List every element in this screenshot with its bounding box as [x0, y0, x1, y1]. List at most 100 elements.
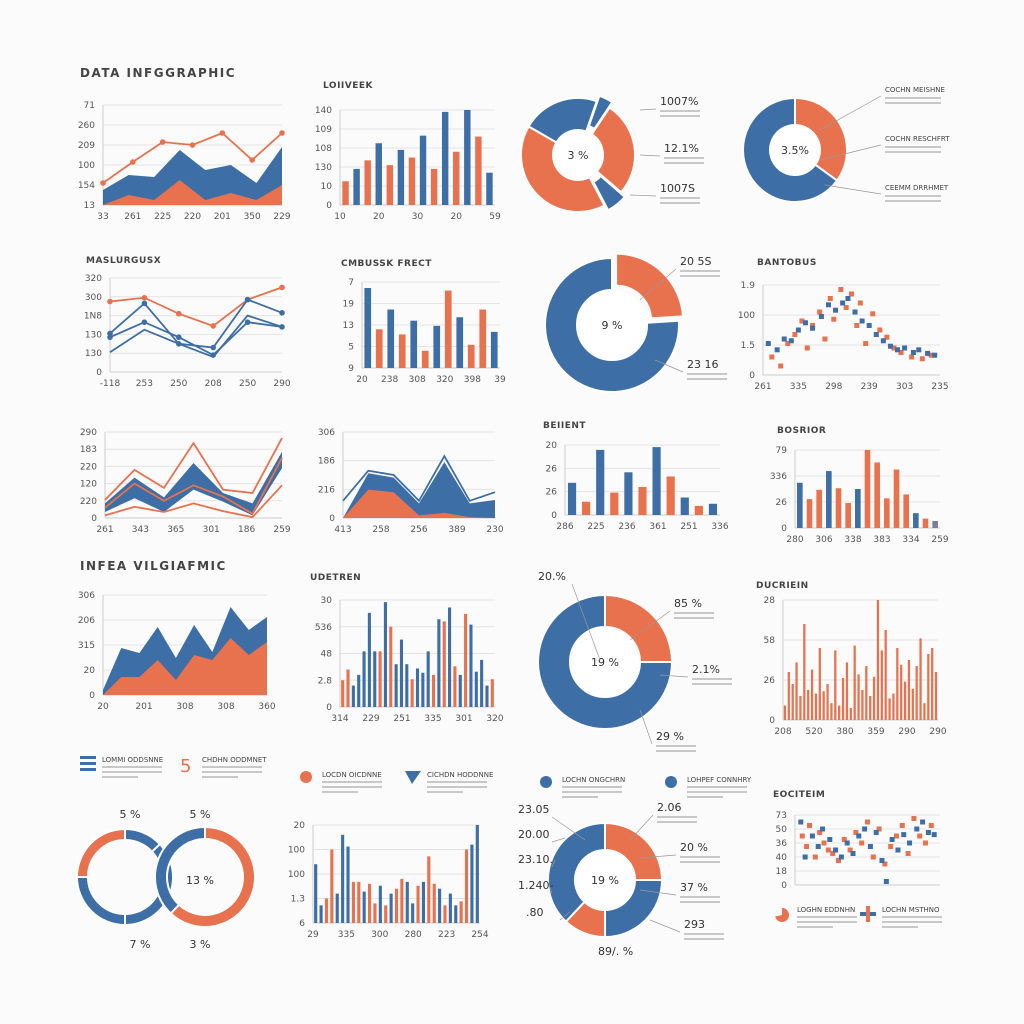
x-tick-label: 225: [154, 212, 171, 222]
scatter-point: [862, 826, 868, 832]
bar: [834, 650, 837, 720]
y-tick-label: 220: [80, 497, 97, 507]
y-tick-label: 120: [80, 480, 97, 490]
ring-label: 5 %: [190, 808, 211, 821]
leader-line: [559, 911, 571, 921]
legend-description-line: [427, 791, 463, 793]
legend-label: LOCHN MSTHNO: [882, 906, 940, 914]
legend-description-line: [562, 786, 622, 788]
scatter-point: [815, 844, 821, 849]
bar: [490, 679, 494, 707]
y-tick-label: 13: [343, 321, 354, 331]
x-tick-label: 250: [239, 379, 256, 389]
legend-label: LOGHN EDDNHN: [797, 906, 855, 914]
line-series: [109, 314, 283, 359]
bar: [442, 621, 446, 707]
scatter-point: [916, 347, 922, 353]
bar: [362, 891, 366, 923]
bar: [456, 317, 464, 368]
scatter-point: [799, 318, 805, 324]
chart-18-bar: 20 100 100 1.3 629 335 300 280 223 254 LOCDN OICDN…: [288, 771, 493, 940]
scatter-point: [870, 854, 876, 860]
y-tick-label: 306: [78, 591, 95, 601]
chart-title: DUCRIEIN: [756, 581, 809, 591]
scatter-point: [844, 840, 850, 846]
donut-label: 23.10.: [518, 853, 553, 866]
line-series: [109, 286, 283, 327]
y-tick-label: 220: [80, 462, 97, 472]
x-tick-label: 336: [711, 522, 728, 532]
x-tick-label: 303: [896, 382, 913, 392]
leader-line: [549, 887, 553, 894]
x-tick-label: 253: [136, 379, 153, 389]
bar: [351, 881, 355, 923]
label-description-line: [687, 378, 727, 380]
bar: [464, 613, 468, 707]
legend-description-line: [687, 791, 747, 793]
y-tick-label: 320: [85, 274, 102, 284]
scatter-point: [802, 320, 808, 326]
area-series: [103, 147, 282, 205]
donut-hole: [577, 290, 647, 360]
x-tick-label: 359: [867, 727, 884, 737]
pie-icon: [775, 908, 790, 923]
scatter-point: [859, 318, 865, 324]
donut-label: 1.240-: [518, 879, 553, 892]
bar: [346, 669, 350, 707]
y-tick-label: 79: [776, 446, 788, 456]
x-tick-label: 520: [805, 727, 822, 737]
x-tick-label: 20: [97, 702, 109, 712]
donut-center-label: 19 %: [591, 874, 619, 887]
bar: [378, 651, 382, 707]
scatter-point: [857, 300, 863, 306]
bar: [353, 168, 360, 205]
scatter-point: [845, 296, 851, 301]
scatter-point: [907, 840, 913, 846]
scatter-point: [810, 323, 816, 328]
bar: [357, 674, 361, 707]
bar: [486, 172, 493, 205]
bar: [652, 447, 661, 515]
label-description-line: [680, 270, 720, 272]
x-tick-label: 280: [405, 930, 422, 940]
x-tick-label: 239: [861, 382, 878, 392]
bar: [389, 626, 393, 707]
scatter-point: [809, 833, 815, 839]
y-tick-label: 58: [764, 636, 776, 646]
scatter-point: [923, 840, 928, 846]
scatter-point: [882, 861, 888, 867]
bar: [582, 501, 591, 515]
bar: [830, 703, 833, 720]
bar: [346, 846, 350, 923]
bar: [624, 472, 633, 515]
bar: [453, 151, 460, 205]
scatter-point: [859, 840, 865, 846]
leader-line: [629, 814, 654, 841]
x-tick-label: 261: [124, 212, 141, 222]
legend-description-line: [322, 786, 382, 788]
scatter-point: [841, 837, 847, 842]
bar: [869, 696, 872, 720]
y-tick-label: 536: [315, 623, 332, 633]
bar: [373, 903, 377, 923]
bar: [410, 320, 418, 368]
line-marker: [244, 296, 251, 303]
y-tick-label: 71: [84, 101, 95, 111]
legend-description-line: [687, 786, 747, 788]
x-tick-label: 308: [409, 375, 426, 385]
bar: [853, 645, 856, 720]
scatter-point: [895, 347, 901, 353]
donut-label: 85 %: [674, 597, 702, 610]
label-description-line: [657, 816, 697, 818]
bar: [845, 662, 849, 720]
scatter-point: [902, 345, 908, 351]
line-series: [109, 321, 283, 357]
line-marker: [279, 309, 285, 316]
y-tick-label: 306: [318, 428, 335, 438]
line-marker: [219, 130, 226, 136]
circle-icon: [300, 771, 312, 783]
legend-description-line: [687, 796, 723, 798]
bar: [826, 471, 832, 528]
bar: [857, 674, 860, 720]
